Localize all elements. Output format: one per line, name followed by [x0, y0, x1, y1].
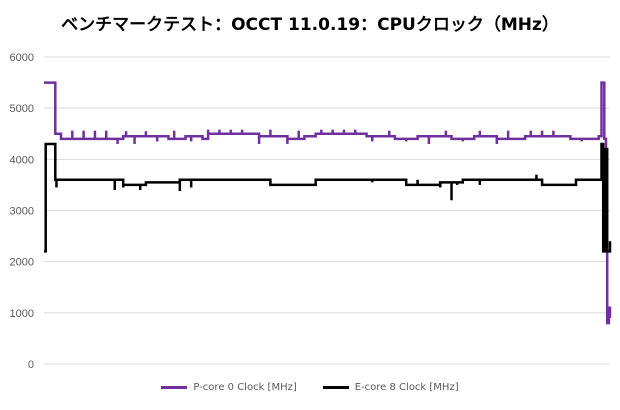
legend-label-e-core: E-core 8 Clock [MHz]	[354, 382, 459, 393]
y-tick-2000: 2000	[10, 257, 34, 269]
series-layer	[44, 81, 612, 325]
legend-swatch-e-core	[322, 386, 349, 389]
chart-title: ベンチマークテスト：OCCT 11.0.19：CPUクロック（MHz）	[61, 15, 559, 35]
y-tick-6000: 6000	[10, 52, 34, 64]
legend: P-core 0 Clock [MHz] E-core 8 Clock [MHz…	[0, 382, 620, 393]
series-line-0	[44, 81, 612, 325]
y-tick-4000: 4000	[10, 154, 34, 166]
y-tick-3000: 3000	[10, 206, 34, 218]
series-line-1	[44, 142, 612, 253]
legend-item-e-core: E-core 8 Clock [MHz]	[322, 382, 459, 393]
y-tick-1000: 1000	[10, 308, 34, 320]
legend-label-p-core: P-core 0 Clock [MHz]	[193, 382, 297, 393]
y-tick-5000: 5000	[10, 103, 34, 115]
legend-item-p-core: P-core 0 Clock [MHz]	[161, 382, 297, 393]
y-tick-0: 0	[28, 359, 34, 371]
grid-lines	[44, 56, 610, 365]
y-tick-labels: 0 1000 2000 3000 4000 5000 6000	[10, 52, 34, 371]
legend-swatch-p-core	[161, 386, 188, 389]
